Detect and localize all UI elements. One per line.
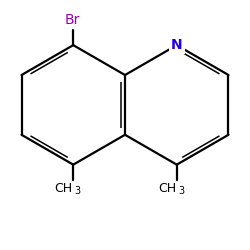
- Text: CH: CH: [54, 182, 73, 195]
- Text: 3: 3: [74, 186, 80, 196]
- Text: CH: CH: [158, 182, 177, 195]
- Text: Br: Br: [64, 14, 80, 28]
- Text: 3: 3: [178, 186, 184, 196]
- Text: N: N: [171, 38, 182, 52]
